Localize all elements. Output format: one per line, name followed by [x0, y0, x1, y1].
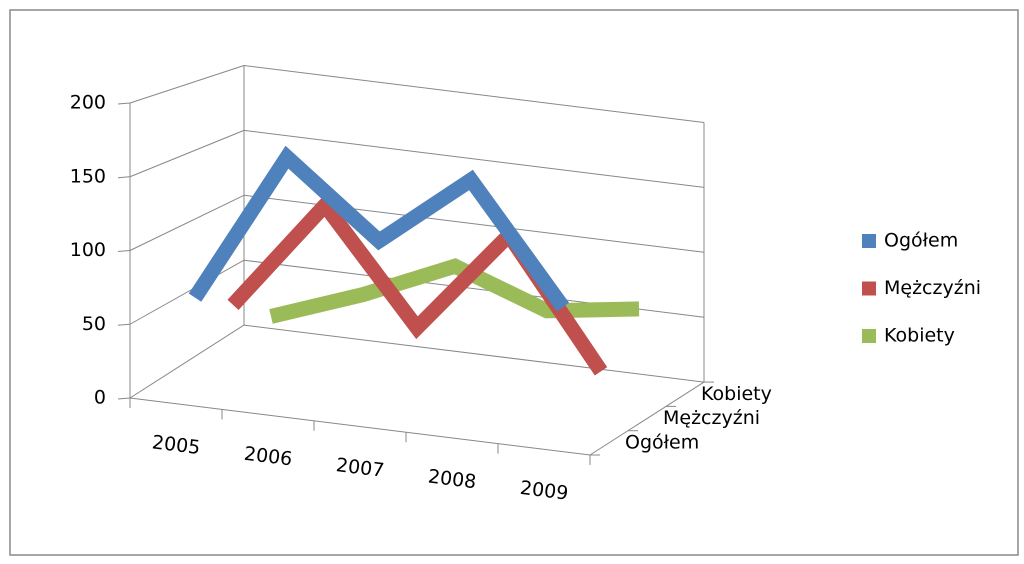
y-tick-label: 0 [94, 387, 106, 409]
series-line [188, 145, 570, 312]
floor-edge [129, 397, 591, 456]
y-tick [117, 250, 131, 252]
grid-line [243, 324, 705, 383]
grid-line [243, 129, 705, 188]
grid-line [243, 65, 705, 123]
legend-swatch [862, 234, 876, 248]
y-tick-label: 200 [70, 92, 106, 114]
grid-line [129, 194, 245, 251]
grid-line [129, 129, 245, 178]
legend-swatch [862, 329, 876, 343]
depth-label: Mężczyźni [663, 407, 760, 429]
depth-label: Kobiety [701, 383, 772, 405]
legend-label: Mężczyźni [884, 277, 981, 299]
depth-label: Ogółem [625, 431, 699, 453]
y-tick-label: 150 [70, 165, 106, 187]
grid-line [129, 324, 245, 399]
legend-label: Ogółem [884, 230, 958, 252]
y-tick [117, 397, 131, 400]
y-tick [117, 176, 131, 179]
series-line [269, 258, 640, 324]
floor-edge [589, 381, 705, 456]
legend-swatch [862, 281, 876, 296]
y-tick-label: 100 [70, 239, 106, 261]
grid-line [129, 259, 245, 325]
chart-frame [9, 9, 1019, 556]
y-tick-label: 50 [82, 313, 106, 335]
y-tick [117, 323, 131, 326]
grid-line [129, 65, 245, 104]
legend-label: Kobiety [884, 325, 955, 347]
y-tick [117, 102, 131, 105]
